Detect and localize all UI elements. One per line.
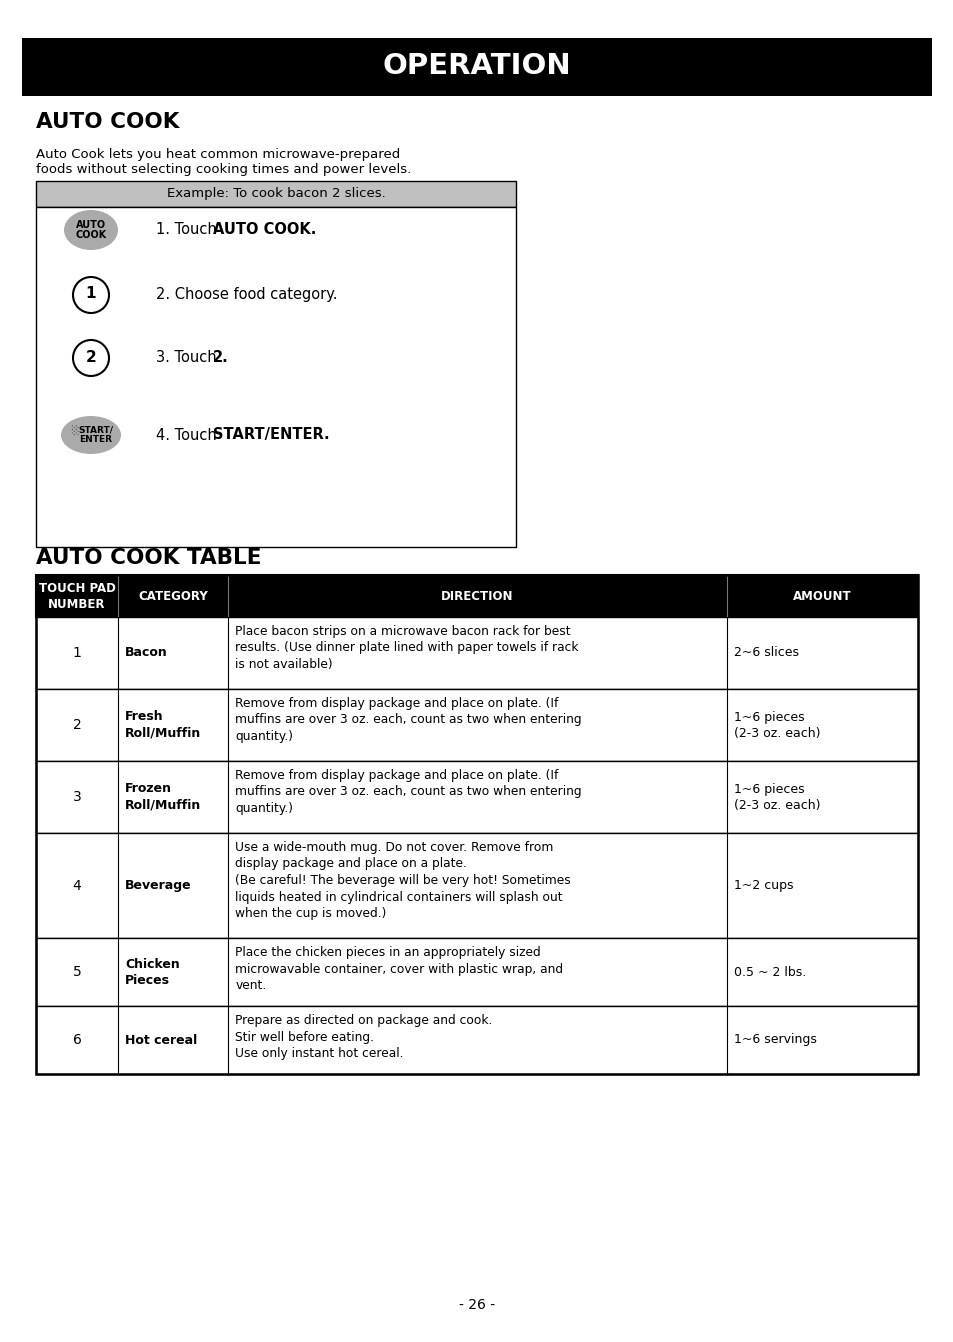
FancyBboxPatch shape bbox=[36, 1006, 917, 1074]
Text: 1~6 pieces
(2-3 oz. each): 1~6 pieces (2-3 oz. each) bbox=[733, 782, 820, 812]
Text: 6: 6 bbox=[72, 1033, 81, 1047]
Text: TOUCH PAD
NUMBER: TOUCH PAD NUMBER bbox=[38, 581, 115, 611]
Text: Auto Cook lets you heat common microwave-prepared: Auto Cook lets you heat common microwave… bbox=[36, 148, 400, 161]
Text: Use a wide-mouth mug. Do not cover. Remove from
display package and place on a p: Use a wide-mouth mug. Do not cover. Remo… bbox=[235, 841, 571, 921]
Text: foods without selecting cooking times and power levels.: foods without selecting cooking times an… bbox=[36, 162, 411, 176]
Text: ░: ░ bbox=[71, 425, 79, 435]
Text: AUTO COOK: AUTO COOK bbox=[36, 111, 179, 132]
Text: 2.: 2. bbox=[213, 350, 228, 365]
Ellipse shape bbox=[64, 209, 118, 250]
FancyBboxPatch shape bbox=[36, 207, 516, 548]
FancyBboxPatch shape bbox=[36, 833, 917, 938]
Text: - 26 -: - 26 - bbox=[458, 1298, 495, 1312]
Text: 2: 2 bbox=[72, 718, 81, 731]
Text: Fresh
Roll/Muffin: Fresh Roll/Muffin bbox=[125, 710, 201, 739]
Text: Frozen
Roll/Muffin: Frozen Roll/Muffin bbox=[125, 782, 201, 812]
Text: 4: 4 bbox=[72, 879, 81, 892]
FancyBboxPatch shape bbox=[36, 181, 516, 207]
Text: AUTO
COOK: AUTO COOK bbox=[75, 220, 107, 240]
Text: START/ENTER.: START/ENTER. bbox=[213, 428, 329, 443]
Text: 1: 1 bbox=[86, 286, 96, 302]
Text: Beverage: Beverage bbox=[125, 879, 192, 892]
Text: DIRECTION: DIRECTION bbox=[440, 589, 513, 603]
Text: 4. Touch: 4. Touch bbox=[156, 428, 221, 443]
FancyBboxPatch shape bbox=[36, 761, 917, 833]
Text: START/
ENTER: START/ ENTER bbox=[78, 425, 113, 444]
Text: AMOUNT: AMOUNT bbox=[792, 589, 851, 603]
Text: Hot cereal: Hot cereal bbox=[125, 1033, 197, 1047]
Text: OPERATION: OPERATION bbox=[382, 52, 571, 81]
Ellipse shape bbox=[61, 416, 121, 454]
Circle shape bbox=[73, 276, 109, 313]
Text: AUTO COOK TABLE: AUTO COOK TABLE bbox=[36, 548, 261, 568]
Text: 0.5 ~ 2 lbs.: 0.5 ~ 2 lbs. bbox=[733, 965, 805, 978]
Text: CATEGORY: CATEGORY bbox=[138, 589, 208, 603]
FancyBboxPatch shape bbox=[36, 617, 917, 688]
Text: Remove from display package and place on plate. (If
muffins are over 3 oz. each,: Remove from display package and place on… bbox=[235, 769, 581, 815]
Text: AUTO COOK.: AUTO COOK. bbox=[213, 223, 315, 238]
Text: Prepare as directed on package and cook.
Stir well before eating.
Use only insta: Prepare as directed on package and cook.… bbox=[235, 1015, 492, 1060]
FancyBboxPatch shape bbox=[22, 38, 931, 97]
Text: Place the chicken pieces in an appropriately sized
microwavable container, cover: Place the chicken pieces in an appropria… bbox=[235, 946, 563, 992]
Text: Place bacon strips on a microwave bacon rack for best
results. (Use dinner plate: Place bacon strips on a microwave bacon … bbox=[235, 625, 578, 671]
Text: 2. Choose food category.: 2. Choose food category. bbox=[156, 287, 337, 302]
Circle shape bbox=[73, 340, 109, 376]
FancyBboxPatch shape bbox=[36, 688, 917, 761]
Text: Bacon: Bacon bbox=[125, 647, 168, 659]
Text: 5: 5 bbox=[72, 965, 81, 980]
Text: 1~6 pieces
(2-3 oz. each): 1~6 pieces (2-3 oz. each) bbox=[733, 710, 820, 739]
Text: 1: 1 bbox=[72, 646, 81, 660]
Text: 2: 2 bbox=[86, 349, 96, 365]
Text: 2~6 slices: 2~6 slices bbox=[733, 647, 798, 659]
Text: 1~2 cups: 1~2 cups bbox=[733, 879, 792, 892]
FancyBboxPatch shape bbox=[36, 574, 917, 617]
Text: 3: 3 bbox=[72, 790, 81, 804]
Text: Chicken
Pieces: Chicken Pieces bbox=[125, 957, 179, 986]
Text: Example: To cook bacon 2 slices.: Example: To cook bacon 2 slices. bbox=[167, 188, 385, 200]
Text: 1~6 servings: 1~6 servings bbox=[733, 1033, 816, 1047]
Text: 3. Touch: 3. Touch bbox=[156, 350, 221, 365]
Text: 1. Touch: 1. Touch bbox=[156, 223, 221, 238]
FancyBboxPatch shape bbox=[36, 938, 917, 1006]
Text: Remove from display package and place on plate. (If
muffins are over 3 oz. each,: Remove from display package and place on… bbox=[235, 696, 581, 743]
